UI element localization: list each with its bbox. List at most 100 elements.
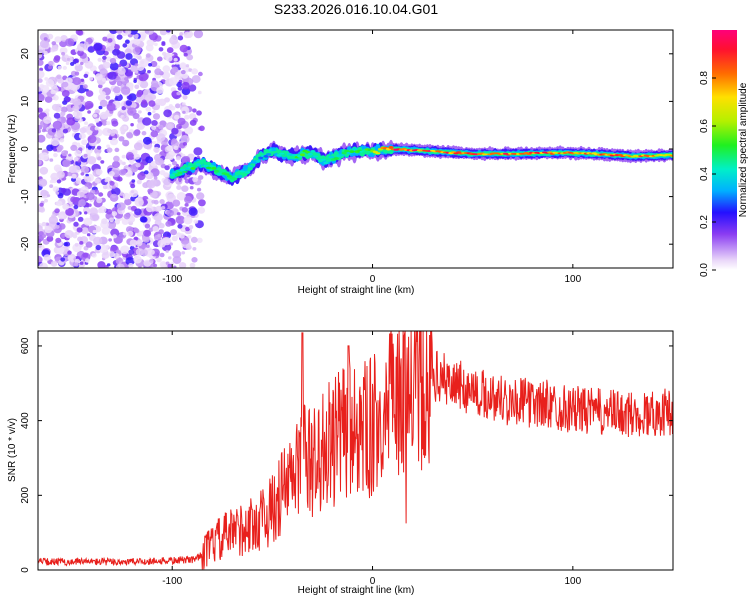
noise-blob (57, 65, 62, 70)
noise-blob (53, 147, 57, 152)
noise-blob (113, 155, 120, 162)
track-segment (247, 165, 253, 168)
track-segment (206, 166, 212, 169)
noise-blob (76, 142, 81, 146)
noise-blob (59, 138, 65, 143)
noise-blob (50, 137, 60, 147)
noise-blob (181, 251, 186, 255)
noise-blob (61, 51, 66, 56)
noise-blob (62, 203, 70, 210)
noise-blob (53, 112, 61, 119)
noise-blob (39, 202, 44, 207)
noise-blob (122, 115, 130, 122)
track-segment (211, 167, 217, 170)
noise-blob (182, 142, 187, 146)
noise-blob (76, 227, 83, 233)
noise-blob (47, 65, 53, 70)
noise-blob (56, 200, 63, 207)
noise-blob (70, 144, 78, 151)
noise-blob (101, 77, 107, 82)
noise-blob (181, 228, 186, 232)
noise-blob (67, 171, 73, 177)
noise-blob (152, 113, 161, 120)
x-tick-label: 100 (564, 576, 581, 587)
noise-blob (108, 136, 113, 140)
track-segment (169, 173, 175, 177)
noise-blob (83, 176, 88, 180)
noise-blob (169, 242, 173, 246)
noise-blob (38, 70, 45, 79)
noise-blob (111, 120, 119, 127)
noise-blob (45, 222, 49, 226)
noise-blob (79, 192, 85, 197)
noise-blob (197, 207, 206, 214)
track-segment (388, 149, 394, 155)
noise-blob (135, 162, 141, 168)
noise-blob (75, 62, 80, 66)
noise-blob (196, 237, 203, 243)
noise-blob (87, 156, 97, 165)
noise-blob (93, 42, 103, 51)
noise-blob (135, 240, 143, 247)
track-segment (263, 155, 269, 158)
noise-blob (86, 102, 91, 107)
noise-blob (179, 44, 188, 53)
noise-blob (84, 211, 88, 215)
colorbar-gradient (712, 30, 737, 270)
noise-blob (106, 147, 113, 153)
track-segment (224, 173, 230, 176)
track-segment (312, 155, 318, 158)
noise-blob (191, 68, 199, 75)
noise-blob (127, 230, 134, 237)
noise-blob (52, 120, 63, 130)
noise-blob (192, 108, 197, 113)
noise-blob (151, 80, 159, 87)
noise-blob (168, 77, 178, 86)
noise-blob (181, 185, 189, 192)
noise-blob (102, 61, 111, 69)
track-segment (245, 171, 251, 174)
noise-blob (161, 42, 166, 46)
y-tick-label: 20 (20, 48, 31, 60)
noise-blob (50, 89, 56, 95)
noise-blob (110, 228, 120, 237)
noise-blob (138, 72, 149, 82)
noise-blob (106, 121, 111, 126)
track-segment (177, 171, 183, 174)
noise-blob (167, 263, 173, 268)
noise-blob (85, 241, 93, 248)
noise-blob (156, 133, 166, 142)
noise-blob (38, 129, 42, 134)
noise-blob (152, 226, 159, 232)
noise-blob (65, 97, 71, 102)
noise-blob (84, 258, 90, 263)
noise-blob (80, 186, 89, 194)
noise-blob (157, 233, 161, 237)
noise-blob (176, 81, 183, 88)
noise-blob (43, 254, 51, 261)
track-segment (219, 169, 225, 172)
noise-blob (87, 135, 97, 144)
noise-blob (110, 131, 116, 136)
track-segment (242, 168, 248, 171)
bottom-x-axis-label: Height of straight line (km) (298, 585, 415, 596)
noise-blob (141, 99, 147, 105)
noise-blob (51, 103, 60, 111)
noise-blob (65, 61, 70, 65)
noise-blob (70, 61, 75, 66)
track-segment (258, 156, 264, 160)
noise-blob (74, 262, 79, 267)
noise-blob (49, 158, 54, 162)
noise-blob (73, 221, 79, 227)
noise-blob (171, 235, 178, 242)
noise-blob (121, 154, 126, 159)
noise-blob (165, 55, 173, 62)
noise-blob (109, 62, 119, 71)
noise-blob (184, 114, 190, 120)
noise-blob (175, 103, 181, 109)
noise-blob (114, 147, 120, 153)
noise-blob (84, 60, 94, 69)
noise-blob (82, 84, 88, 89)
noise-blob (111, 187, 121, 196)
